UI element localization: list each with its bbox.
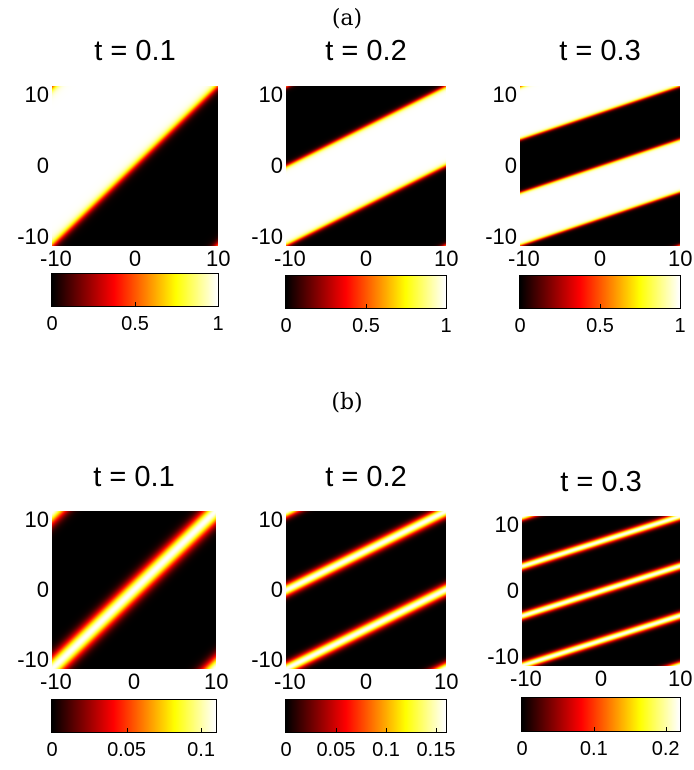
y-tick-label: 10 xyxy=(24,82,49,107)
colorbar-tick-label: 0 xyxy=(280,315,292,337)
colorbar-tick-label: 0 xyxy=(280,739,292,761)
y-tick-label: -10 xyxy=(251,647,283,672)
x-tick-label: -10 xyxy=(508,246,540,271)
group-label-b: (b) xyxy=(331,390,363,415)
y-tick-label: -10 xyxy=(17,647,49,672)
x-tick-label: 10 xyxy=(204,669,229,694)
x-tick-label: 0 xyxy=(593,246,607,271)
colorbar-tick-mark xyxy=(520,304,521,308)
colorbar-tick-label: 0.5 xyxy=(121,313,149,335)
y-tick-label: 0 xyxy=(36,153,49,178)
y-tick-label: 10 xyxy=(258,507,283,532)
heatmap-image xyxy=(286,86,446,246)
colorbar xyxy=(519,275,681,309)
x-tick-label: 10 xyxy=(434,246,459,271)
heatmap-image xyxy=(522,516,680,666)
colorbar-tick-mark xyxy=(52,728,53,732)
y-tick-label: 10 xyxy=(492,82,517,107)
colorbar-tick-mark xyxy=(436,728,437,732)
colorbar-tick-mark xyxy=(680,304,681,308)
x-tick-label: 10 xyxy=(668,246,693,271)
colorbar-tick-mark xyxy=(522,727,523,731)
colorbar xyxy=(285,275,447,309)
x-tick-label: 10 xyxy=(434,669,459,694)
x-tick-label: -10 xyxy=(40,669,72,694)
colorbar-tick-mark xyxy=(201,728,202,732)
colorbar-tick-label: 1 xyxy=(674,315,686,337)
x-tick-label: 0 xyxy=(359,669,373,694)
x-tick-label: -10 xyxy=(274,246,306,271)
x-tick-label: 10 xyxy=(206,246,231,271)
colorbar-tick-label: 0 xyxy=(46,739,58,761)
colorbar-tick-mark xyxy=(127,728,128,732)
x-tick-label: 0 xyxy=(127,669,141,694)
y-tick-label: 10 xyxy=(494,512,519,537)
colorbar-tick-mark xyxy=(666,727,667,731)
heatmap-image xyxy=(52,511,216,669)
x-tick-label: 0 xyxy=(128,246,142,271)
x-tick-label: -10 xyxy=(40,246,72,271)
colorbar-tick-label: 0.1 xyxy=(579,738,608,760)
colorbar-tick-label: 0.05 xyxy=(107,739,146,761)
colorbar-tick-mark xyxy=(600,304,601,308)
heatmap-image xyxy=(286,511,446,669)
y-tick-label: 10 xyxy=(24,507,49,532)
colorbar xyxy=(521,697,681,732)
colorbar-tick-label: 0.1 xyxy=(372,739,400,761)
x-tick-label: 0 xyxy=(359,246,373,271)
colorbar-tick-label: 0.2 xyxy=(651,738,680,760)
colorbar xyxy=(51,699,217,733)
colorbar-tick-mark xyxy=(594,727,595,731)
colorbar-tick-label: 0.5 xyxy=(586,315,614,337)
colorbar-tick-mark xyxy=(218,302,219,306)
colorbar-tick-label: 0 xyxy=(46,313,58,335)
panel-title: t = 0.1 xyxy=(94,35,176,67)
colorbar-tick-label: 0.1 xyxy=(187,739,215,761)
y-tick-label: 0 xyxy=(270,153,283,178)
y-tick-label: 0 xyxy=(504,153,517,178)
panel-title: t = 0.2 xyxy=(325,35,407,67)
colorbar xyxy=(285,699,447,733)
colorbar-tick-mark xyxy=(336,728,337,732)
colorbar-tick-label: 0 xyxy=(514,315,526,337)
colorbar-tick-mark xyxy=(386,728,387,732)
panel-title: t = 0.3 xyxy=(559,35,641,67)
colorbar-tick-mark xyxy=(366,304,367,308)
colorbar-tick-mark xyxy=(52,302,53,306)
heatmap-image xyxy=(520,86,680,246)
x-tick-label: -10 xyxy=(510,666,542,691)
colorbar-tick-mark xyxy=(286,728,287,732)
colorbar-tick-label: 0.5 xyxy=(352,315,380,337)
colorbar-tick-mark xyxy=(446,304,447,308)
heatmap-image xyxy=(52,86,218,246)
x-tick-label: 0 xyxy=(594,666,608,691)
x-tick-label: 10 xyxy=(668,666,693,691)
panel-title: t = 0.3 xyxy=(560,466,642,498)
y-tick-label: 0 xyxy=(36,577,49,602)
y-tick-label: 10 xyxy=(258,82,283,107)
colorbar-tick-label: 0.05 xyxy=(316,739,356,761)
colorbar-tick-mark xyxy=(135,302,136,306)
y-tick-label: 0 xyxy=(506,578,519,603)
colorbar xyxy=(51,273,219,307)
y-tick-label: -10 xyxy=(251,224,283,249)
x-tick-label: -10 xyxy=(274,669,306,694)
y-tick-label: -10 xyxy=(485,224,517,249)
colorbar-tick-label: 1 xyxy=(212,313,224,335)
colorbar-tick-label: 0 xyxy=(516,738,528,760)
y-tick-label: -10 xyxy=(487,644,519,669)
panel-title: t = 0.2 xyxy=(325,461,407,493)
colorbar-tick-label: 1 xyxy=(440,315,452,337)
group-label-a: (a) xyxy=(331,6,363,31)
y-tick-label: 0 xyxy=(270,577,283,602)
y-tick-label: -10 xyxy=(17,224,49,249)
panel-title: t = 0.1 xyxy=(93,461,175,493)
colorbar-tick-mark xyxy=(286,304,287,308)
colorbar-tick-label: 0.15 xyxy=(416,739,456,761)
